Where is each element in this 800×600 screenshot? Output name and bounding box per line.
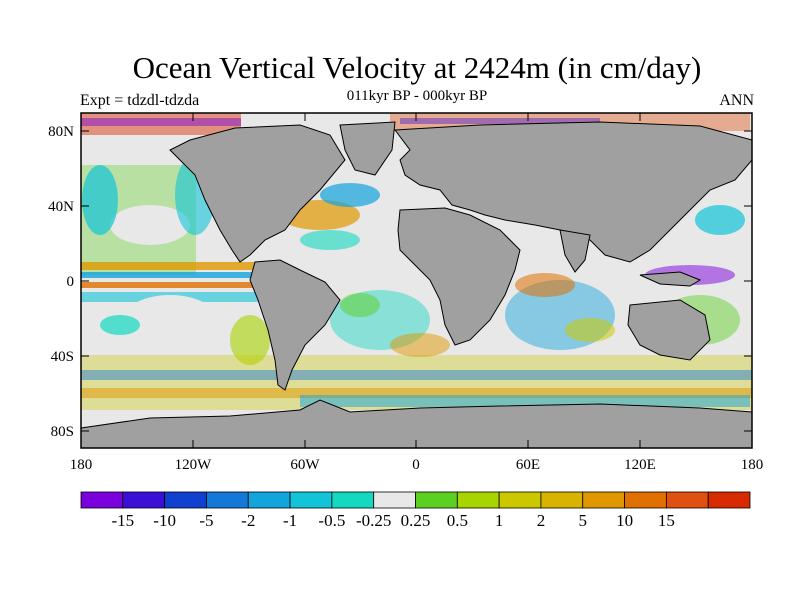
colorbar-swatch — [498, 491, 542, 509]
velocity-field — [81, 113, 752, 410]
lat-label: 0 — [67, 274, 75, 290]
lon-label: 180 — [741, 457, 764, 473]
lon-label: 120W — [175, 457, 213, 473]
longitude-axis: 180 120W 60W 0 60E 120E 180 — [70, 113, 764, 473]
colorbar-swatch — [707, 491, 751, 509]
colorbar-swatch — [331, 491, 375, 509]
period-label: 011kyr BP - 000kyr BP — [346, 88, 488, 104]
colorbar-label: 0.25 — [401, 511, 431, 530]
latitude-axis: 80N 40N 0 40S 80S — [48, 124, 752, 440]
colorbar-swatch — [164, 491, 207, 509]
map-title: Ocean Vertical Velocity at 2424m (in cm/… — [132, 50, 702, 85]
lon-label: 120E — [624, 457, 656, 473]
colorbar-swatch — [80, 491, 124, 509]
colorbar-label: 2 — [537, 511, 546, 530]
colorbar-label: -0.25 — [356, 511, 391, 530]
colorbar-swatch — [122, 491, 166, 509]
colorbar-label: -0.5 — [318, 511, 345, 530]
colorbar-label: 10 — [616, 511, 633, 530]
colorbar-label: -10 — [153, 511, 176, 530]
colorbar-swatch — [624, 491, 667, 509]
lat-label: 80N — [48, 124, 74, 140]
colorbar-swatch — [247, 491, 291, 509]
colorbar: -15 -10 -5 -2 -1 -0.5 -0.25 0.25 0.5 1 2 5 10 15 — [80, 491, 751, 530]
colorbar-label: 1 — [495, 511, 504, 530]
colorbar-label: -5 — [199, 511, 213, 530]
colorbar-swatch — [665, 491, 709, 509]
lon-label: 180 — [70, 457, 93, 473]
colorbar-swatch — [540, 491, 584, 509]
colorbar-label: 15 — [658, 511, 675, 530]
season-label: ANN — [719, 92, 754, 109]
colorbar-label: 5 — [579, 511, 588, 530]
lon-label: 60W — [290, 457, 320, 473]
lat-label: 80S — [51, 424, 74, 440]
colorbar-swatch — [456, 491, 500, 509]
lat-label: 40N — [48, 199, 74, 215]
lat-label: 40S — [51, 349, 74, 365]
lon-label: 0 — [412, 457, 420, 473]
experiment-label: Expt = tdzdl-tdzda — [80, 92, 200, 109]
colorbar-swatch — [415, 491, 458, 509]
colorbar-label: -1 — [283, 511, 297, 530]
colorbar-swatch — [582, 491, 625, 509]
land-masses — [81, 121, 752, 448]
lon-label: 60E — [516, 457, 540, 473]
colorbar-label: -15 — [111, 511, 134, 530]
colorbar-label: -2 — [241, 511, 255, 530]
colorbar-swatch — [206, 491, 249, 509]
colorbar-swatch — [289, 491, 333, 509]
colorbar-swatch — [373, 491, 416, 509]
colorbar-label: 0.5 — [447, 511, 468, 530]
